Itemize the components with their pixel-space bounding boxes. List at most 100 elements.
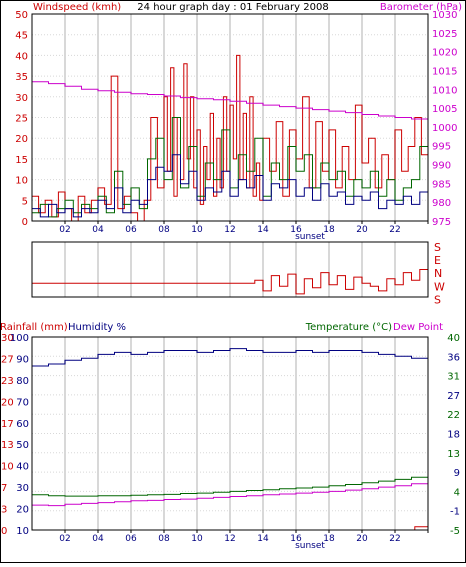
compass-tick-label: E <box>434 254 441 267</box>
humidity-tick-label: 100 <box>10 333 29 344</box>
temperature-tick-label: 27 <box>447 391 460 402</box>
windspeed-tick-label: 5 <box>22 196 28 207</box>
rainfall-tick-label: 3 <box>1 505 7 516</box>
compass-tick-label: N <box>434 267 442 280</box>
humidity-axis-label: Humidity % <box>68 322 126 333</box>
rainfall-tick-label: 17 <box>1 419 14 430</box>
barometer-tick-label: 1030 <box>432 10 457 21</box>
temperature-tick-label: 36 <box>447 352 460 363</box>
temperature-tick-label: 13 <box>447 449 460 460</box>
barometer-tick-label: 1005 <box>432 104 457 115</box>
windspeed-tick-label: 35 <box>15 72 28 83</box>
temperature-tick-label: -5 <box>450 526 460 537</box>
rainfall-tick-label: 27 <box>1 354 14 365</box>
humidity-tick-label: 80 <box>16 376 29 387</box>
chart-title: 24 hour graph day : 01 February 2008 <box>137 2 328 13</box>
barometer-series-line <box>32 81 429 121</box>
temperature-tick-label: 18 <box>447 430 460 441</box>
barometer-tick-label: 985 <box>432 179 451 190</box>
windspeed-series-line <box>32 154 429 218</box>
humidity-tick-label: 50 <box>16 440 29 451</box>
windspeed-tick-label: 40 <box>15 51 28 62</box>
humidity-tick-label: 20 <box>16 505 29 516</box>
x-tick-label: 14 <box>257 534 269 544</box>
windspeed-tick-label: 0 <box>22 217 28 228</box>
x-tick-label: 10 <box>191 534 203 544</box>
windspeed-tick-label: 45 <box>15 31 28 42</box>
x-tick-label: 08 <box>158 534 170 544</box>
x-tick-label: 10 <box>191 225 203 235</box>
windspeed-tick-label: 20 <box>15 134 28 145</box>
barometer-tick-label: 1015 <box>432 66 457 77</box>
barometer-tick-label: 1025 <box>432 29 457 40</box>
x-tick-label: 18 <box>323 225 335 235</box>
rainfall-tick-label: 13 <box>1 440 14 451</box>
barometer-tick-label: 1000 <box>432 123 457 134</box>
humidity-tick-label: 10 <box>16 526 29 537</box>
barometer-axis-label: Barometer (hPa) <box>380 2 462 13</box>
gust-series-line <box>32 54 429 222</box>
x-tick-label: 20 <box>356 534 368 544</box>
temperature-series-line <box>32 476 429 497</box>
compass-tick-label: S <box>434 293 441 306</box>
windspeed-tick-label: 15 <box>15 155 28 166</box>
x-tick-label: 08 <box>158 225 170 235</box>
rainfall-tick-label: 30 <box>1 333 14 344</box>
barometer-tick-label: 990 <box>432 161 451 172</box>
rainfall-tick-label: 0 <box>1 526 7 537</box>
temperature-tick-label: 31 <box>447 372 460 383</box>
x-tick-label: 02 <box>59 534 70 544</box>
x-tick-label: 22 <box>389 225 400 235</box>
x-tick-label: 16 <box>290 534 302 544</box>
compass-tick-label: W <box>434 280 445 293</box>
windspeed-axis-label: Windspeed (kmh) <box>33 2 121 13</box>
temperature-axis-label: Temperature (°C) <box>305 322 392 333</box>
wind-direction-frame <box>31 241 429 298</box>
x-tick-label: 12 <box>224 534 235 544</box>
x-tick-label: 22 <box>389 534 400 544</box>
x-tick-label: 16 <box>290 225 302 235</box>
dew-point-axis-label: Dew Point <box>393 322 443 333</box>
rainfall-tick-label: 20 <box>1 397 14 408</box>
rainfall-tick-label: 7 <box>1 483 7 494</box>
x-tick-label: 06 <box>125 225 137 235</box>
barometer-tick-label: 980 <box>432 198 451 209</box>
sunset-label: sunset <box>295 541 325 551</box>
temperature-tick-label: 4 <box>454 487 460 498</box>
windspeed-tick-label: 25 <box>15 114 28 125</box>
barometer-tick-label: 975 <box>432 217 451 228</box>
temperature-tick-label: 40 <box>447 333 460 344</box>
x-tick-label: 12 <box>224 225 235 235</box>
rainfall-axis-label: Rainfall (mm) <box>0 322 68 333</box>
rainfall-tick-label: 23 <box>1 376 14 387</box>
humidity-tick-label: 30 <box>16 483 29 494</box>
windspeed-tick-label: 10 <box>15 176 28 187</box>
x-tick-label: 14 <box>257 225 269 235</box>
humidity-tick-label: 40 <box>16 462 29 473</box>
windspeed-tick-label: 30 <box>15 93 28 104</box>
humidity-tick-label: 70 <box>16 397 29 408</box>
x-tick-label: 04 <box>92 534 104 544</box>
x-tick-label: 06 <box>125 534 137 544</box>
humidity-series-line <box>32 348 428 367</box>
rainfall-tick-label: 10 <box>1 462 14 473</box>
sunset-label: sunset <box>295 232 325 242</box>
barometer-tick-label: 995 <box>432 142 451 153</box>
humidity-tick-label: 90 <box>16 354 29 365</box>
dew-point-series-line <box>32 482 429 507</box>
wind-direction-series-line <box>32 269 429 295</box>
barometer-tick-label: 1010 <box>432 85 457 96</box>
x-tick-label: 04 <box>92 225 104 235</box>
compass-tick-label: S <box>434 241 441 254</box>
x-tick-label: 02 <box>59 225 70 235</box>
temperature-tick-label: 22 <box>447 410 460 421</box>
barometer-tick-label: 1020 <box>432 48 457 59</box>
x-tick-label: 20 <box>356 225 368 235</box>
temperature-tick-label: 9 <box>454 468 460 479</box>
windspeed-tick-label: 50 <box>15 10 28 21</box>
temperature-tick-label: -1 <box>450 507 460 518</box>
humidity-tick-label: 60 <box>16 419 29 430</box>
